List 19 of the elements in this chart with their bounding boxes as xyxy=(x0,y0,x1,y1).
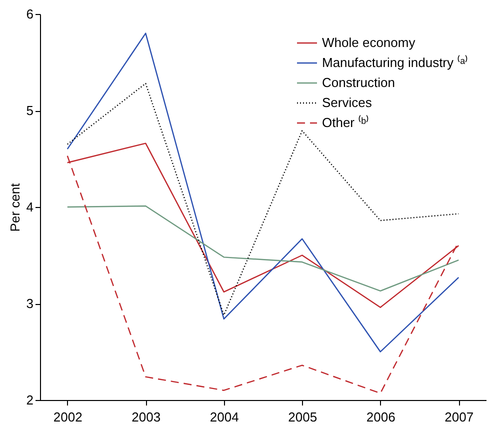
legend-label: Whole economy xyxy=(322,35,416,50)
legend-label: Other ⁽ᵇ⁾ xyxy=(322,115,370,130)
line-series xyxy=(66,32,460,352)
y-tick-label: 4 xyxy=(26,200,34,214)
legend-label: Manufacturing industry ⁽ᵃ⁾ xyxy=(322,55,468,70)
y-axis-title: Per cent xyxy=(7,182,22,232)
x-tick-label: 2003 xyxy=(132,410,161,424)
x-tick-label: 2004 xyxy=(210,410,239,424)
x-tick-label: 2002 xyxy=(53,410,82,424)
legend-label: Construction xyxy=(322,75,395,90)
x-tick-label: 2007 xyxy=(444,410,474,424)
x-tick-label: 2005 xyxy=(288,410,318,424)
line-series xyxy=(66,205,460,292)
x-tick-label: 2006 xyxy=(366,410,396,424)
y-tick-label: 2 xyxy=(26,392,34,408)
y-tick-label: 6 xyxy=(26,6,34,22)
y-tick-label: 3 xyxy=(26,296,34,311)
legend-label: Services xyxy=(322,95,372,110)
y-tick-label: 5 xyxy=(26,103,34,118)
